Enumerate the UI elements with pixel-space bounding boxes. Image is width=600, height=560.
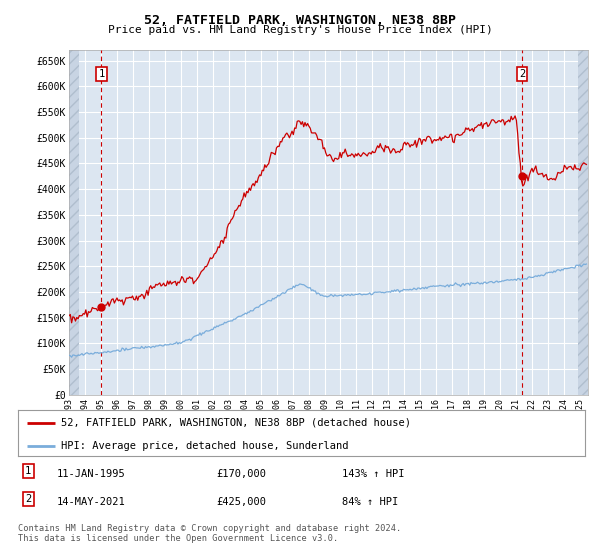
Text: 143% ↑ HPI: 143% ↑ HPI	[342, 469, 404, 479]
Text: 52, FATFIELD PARK, WASHINGTON, NE38 8BP (detached house): 52, FATFIELD PARK, WASHINGTON, NE38 8BP …	[61, 418, 410, 428]
Text: £425,000: £425,000	[216, 497, 266, 507]
Text: 2: 2	[25, 494, 31, 504]
Text: 2: 2	[519, 69, 525, 79]
Text: Contains HM Land Registry data © Crown copyright and database right 2024.
This d: Contains HM Land Registry data © Crown c…	[18, 524, 401, 543]
Text: 1: 1	[98, 69, 104, 79]
Bar	[69, 50, 79, 395]
Text: 1: 1	[25, 466, 31, 476]
Text: HPI: Average price, detached house, Sunderland: HPI: Average price, detached house, Sund…	[61, 441, 348, 451]
Text: 52, FATFIELD PARK, WASHINGTON, NE38 8BP: 52, FATFIELD PARK, WASHINGTON, NE38 8BP	[144, 14, 456, 27]
Text: £170,000: £170,000	[216, 469, 266, 479]
Text: 11-JAN-1995: 11-JAN-1995	[57, 469, 126, 479]
Text: 14-MAY-2021: 14-MAY-2021	[57, 497, 126, 507]
Text: Price paid vs. HM Land Registry's House Price Index (HPI): Price paid vs. HM Land Registry's House …	[107, 25, 493, 35]
Bar	[578, 50, 593, 395]
Text: 84% ↑ HPI: 84% ↑ HPI	[342, 497, 398, 507]
